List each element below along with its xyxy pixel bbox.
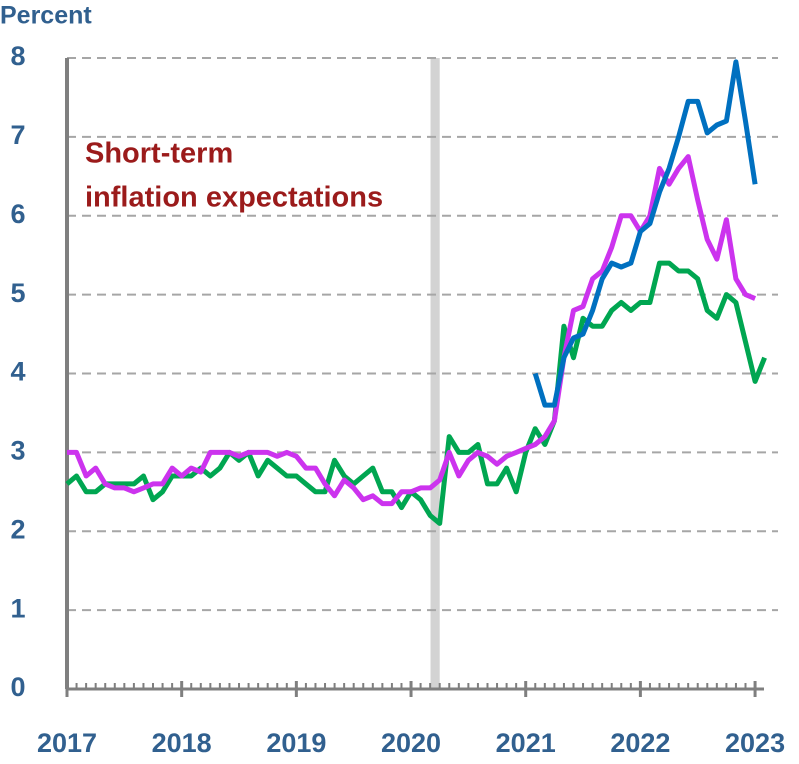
y-tick-label: 5 <box>10 278 25 308</box>
x-tick-label: 2018 <box>152 728 212 758</box>
y-tick-label: 4 <box>10 357 25 387</box>
x-tick-label: 2023 <box>725 728 785 758</box>
x-tick-label: 2019 <box>266 728 326 758</box>
y-tick-label: 1 <box>10 593 25 623</box>
series-line <box>65 260 767 526</box>
y-tick-label: 0 <box>10 672 25 702</box>
y-tick-label: 8 <box>10 41 25 71</box>
x-tick-label: 2020 <box>381 728 441 758</box>
series-line <box>532 59 758 408</box>
x-tick-label: 2021 <box>496 728 556 758</box>
x-tick-label: 2022 <box>610 728 670 758</box>
annotation: inflation expectations <box>85 182 383 214</box>
y-axis-label: Percent <box>0 2 92 30</box>
y-tick-label: 7 <box>10 120 25 150</box>
y-tick-label: 6 <box>10 199 25 229</box>
y-tick-label: 3 <box>10 436 25 466</box>
annotation: Short-term <box>85 138 233 170</box>
y-tick-label: 2 <box>10 514 25 544</box>
x-tick-label: 2017 <box>37 728 97 758</box>
